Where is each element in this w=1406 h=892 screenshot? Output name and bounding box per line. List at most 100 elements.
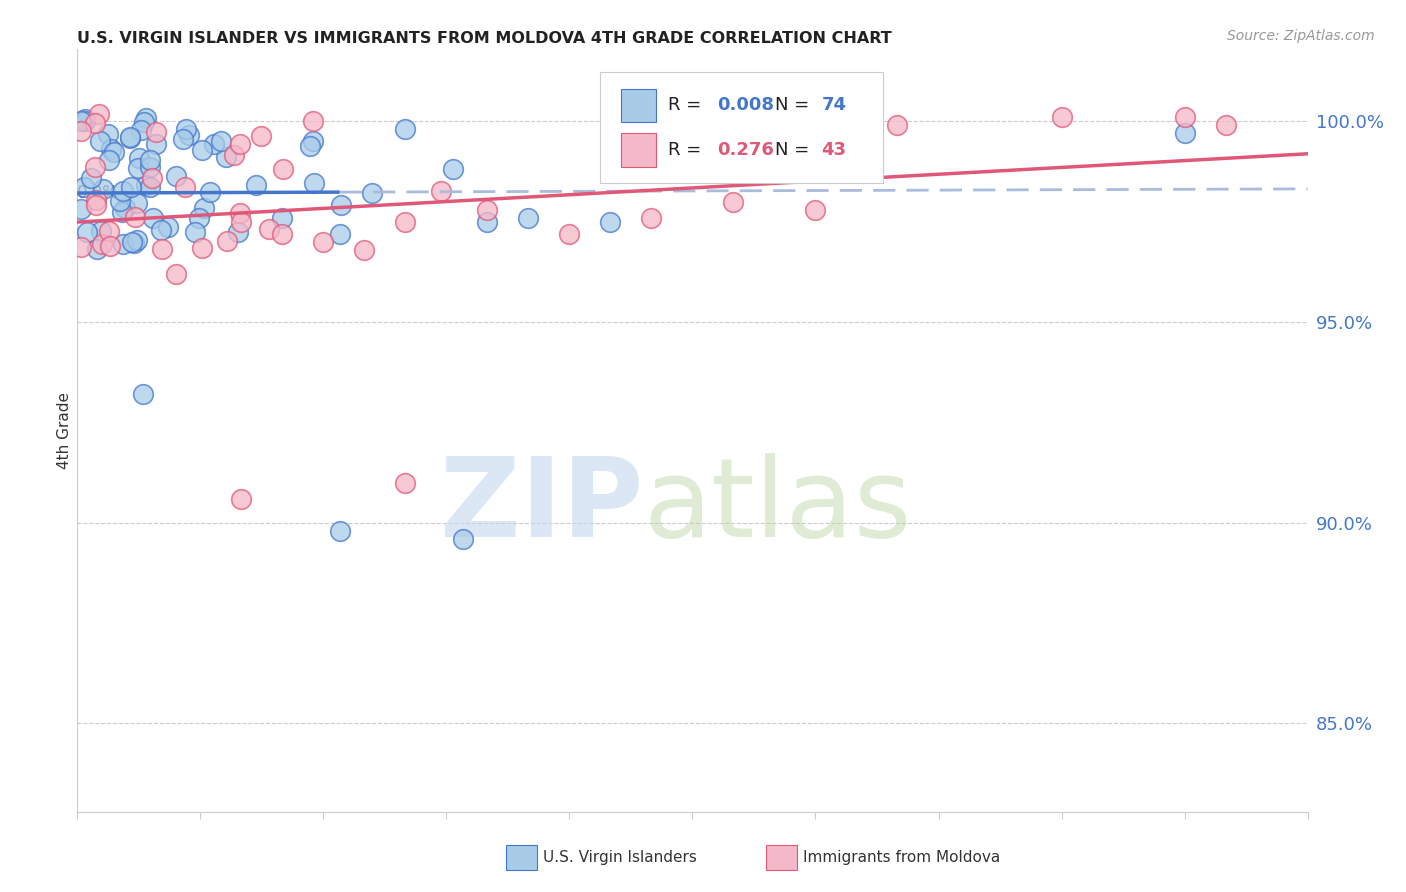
Point — [132, 114, 155, 128]
Point — [98, 153, 121, 167]
Point — [135, 178, 157, 193]
Point — [329, 227, 352, 241]
Point — [804, 202, 827, 217]
Point — [174, 180, 197, 194]
Point — [172, 132, 194, 146]
Point — [226, 225, 249, 239]
Point — [231, 491, 253, 506]
Point — [120, 129, 142, 144]
Point — [329, 524, 352, 538]
Point — [245, 178, 267, 192]
Point — [150, 222, 173, 236]
Point — [271, 227, 294, 241]
Point — [430, 185, 453, 199]
Point — [329, 198, 352, 212]
Point — [302, 177, 325, 191]
Text: Source: ZipAtlas.com: Source: ZipAtlas.com — [1227, 29, 1375, 43]
Point — [165, 267, 187, 281]
Point — [165, 169, 187, 183]
Point — [1215, 119, 1237, 133]
Point — [103, 145, 125, 159]
Point — [87, 107, 110, 121]
Point — [150, 242, 173, 256]
Point — [70, 239, 93, 253]
Point — [1050, 111, 1073, 125]
Point — [273, 162, 295, 177]
Point — [100, 141, 122, 155]
Point — [124, 210, 146, 224]
Point — [183, 225, 205, 239]
Point — [477, 215, 499, 229]
Text: Immigrants from Moldova: Immigrants from Moldova — [803, 850, 1000, 864]
Text: U.S. Virgin Islanders: U.S. Virgin Islanders — [543, 850, 696, 864]
Point — [517, 211, 540, 225]
Text: R =: R = — [668, 141, 707, 159]
Text: 0.008: 0.008 — [717, 96, 775, 114]
Point — [121, 235, 143, 250]
Bar — [621, 133, 655, 167]
Point — [394, 122, 416, 136]
Text: 0.276: 0.276 — [717, 141, 773, 159]
Point — [97, 127, 120, 141]
Point — [451, 532, 474, 546]
Point — [231, 215, 253, 229]
Point — [142, 211, 165, 225]
Point — [70, 123, 93, 137]
Point — [193, 201, 215, 215]
Point — [141, 171, 163, 186]
Point — [70, 202, 93, 216]
Point — [886, 119, 908, 133]
Point — [215, 150, 238, 164]
Point — [114, 201, 136, 215]
Y-axis label: 4th Grade: 4th Grade — [56, 392, 72, 469]
Point — [98, 239, 121, 253]
Text: 74: 74 — [821, 96, 846, 114]
Point — [108, 194, 131, 208]
Point — [191, 241, 214, 255]
Text: N =: N = — [775, 96, 815, 114]
Point — [353, 243, 375, 257]
Text: N =: N = — [775, 141, 815, 159]
Point — [145, 124, 167, 138]
Point — [640, 211, 662, 225]
Point — [86, 242, 108, 256]
Point — [118, 130, 141, 145]
Point — [128, 151, 150, 165]
Text: ZIP: ZIP — [440, 453, 644, 560]
Point — [145, 136, 167, 151]
Point — [112, 237, 135, 252]
Point — [111, 205, 134, 219]
Bar — [621, 88, 655, 122]
Point — [302, 114, 325, 128]
Point — [73, 113, 96, 128]
Text: 0.0%: 0.0% — [77, 184, 120, 202]
Point — [302, 134, 325, 148]
Point — [477, 202, 499, 217]
Point — [70, 114, 93, 128]
Point — [191, 144, 214, 158]
Point — [200, 186, 222, 200]
Point — [122, 235, 145, 250]
Point — [299, 139, 322, 153]
Point — [111, 185, 134, 199]
Point — [188, 211, 211, 226]
Point — [91, 181, 114, 195]
Point — [139, 180, 162, 194]
Point — [75, 112, 97, 127]
Point — [763, 122, 786, 136]
Point — [84, 116, 107, 130]
Point — [174, 121, 197, 136]
Point — [139, 153, 162, 167]
Point — [129, 123, 152, 137]
Point — [127, 161, 149, 175]
Point — [558, 227, 581, 241]
Text: R =: R = — [668, 96, 707, 114]
Point — [89, 134, 111, 148]
Point — [1174, 127, 1197, 141]
Point — [228, 205, 250, 219]
Point — [312, 235, 335, 249]
Point — [84, 197, 107, 211]
Point — [135, 111, 157, 125]
Point — [84, 194, 107, 208]
Point — [271, 211, 294, 225]
